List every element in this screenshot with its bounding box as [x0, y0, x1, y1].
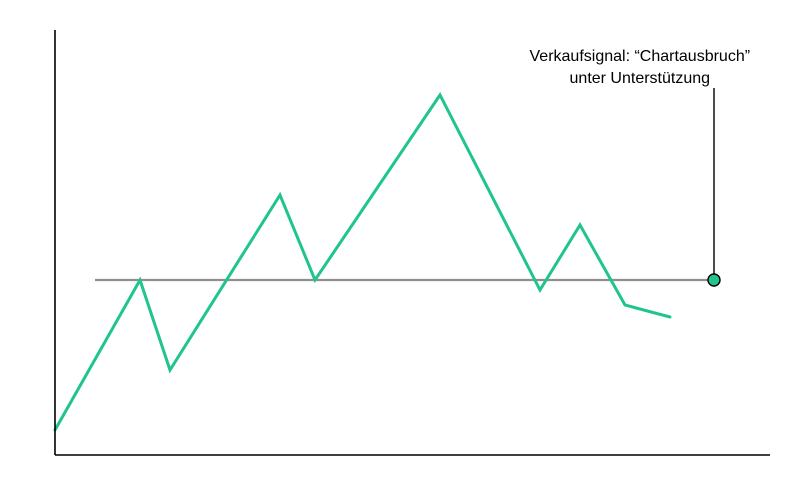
breakout-marker [708, 274, 720, 286]
price-line [55, 95, 670, 430]
chart-container: Verkaufsignal: “Chartausbruch” unter Unt… [0, 0, 800, 500]
annotation-line-2: unter Unterstützung [570, 70, 711, 87]
sell-signal-annotation: Verkaufsignal: “Chartausbruch” unter Unt… [530, 46, 751, 89]
annotation-line-1: Verkaufsignal: “Chartausbruch” [530, 48, 751, 65]
